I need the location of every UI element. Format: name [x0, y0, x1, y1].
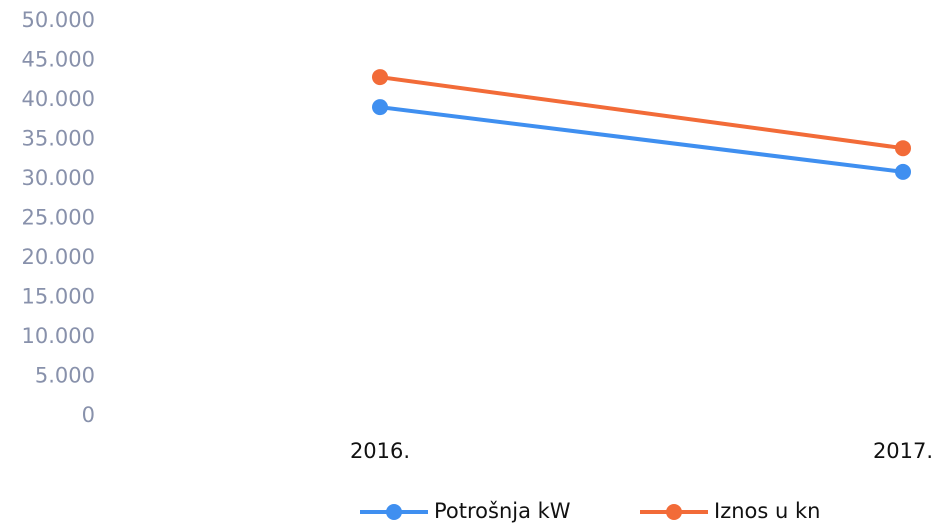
y-tick-label: 30.000 — [22, 166, 95, 190]
marker — [372, 99, 388, 116]
y-tick-label: 5.000 — [35, 364, 95, 388]
marker — [372, 69, 388, 86]
y-tick-label: 40.000 — [22, 87, 95, 111]
y-tick-label: 10.000 — [22, 324, 95, 348]
legend-marker — [386, 504, 402, 520]
marker — [895, 140, 911, 157]
legend-label: Potrošnja kW — [434, 499, 571, 523]
series-line — [379, 105, 904, 174]
y-tick-label: 25.000 — [22, 206, 95, 230]
marker — [895, 163, 911, 180]
x-tick-label: 2016. — [350, 439, 410, 463]
legend-marker — [666, 504, 682, 520]
y-tick-label: 15.000 — [22, 285, 95, 309]
x-tick-label: 2017. — [873, 439, 933, 463]
series-line — [379, 75, 904, 151]
y-tick-label: 45.000 — [22, 48, 95, 72]
y-tick-label: 35.000 — [22, 127, 95, 151]
y-tick-label: 20.000 — [22, 245, 95, 269]
y-tick-label: 0 — [82, 403, 95, 427]
legend-label: Iznos u kn — [714, 499, 820, 523]
y-tick-label: 50.000 — [22, 8, 95, 32]
